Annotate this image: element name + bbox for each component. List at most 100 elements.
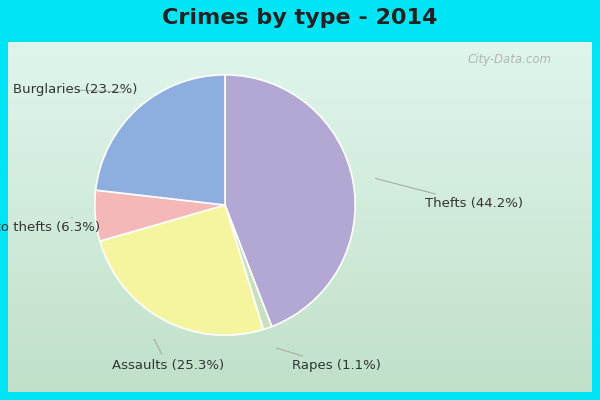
Bar bbox=[8, 186, 592, 189]
Bar bbox=[8, 116, 592, 119]
Bar bbox=[8, 203, 592, 206]
Bar bbox=[8, 102, 592, 105]
Bar bbox=[8, 105, 592, 108]
Text: Auto thefts (6.3%): Auto thefts (6.3%) bbox=[0, 218, 100, 234]
Bar bbox=[8, 108, 592, 112]
Bar bbox=[8, 308, 592, 312]
Bar bbox=[8, 273, 592, 276]
Bar bbox=[8, 94, 592, 98]
Bar bbox=[8, 238, 592, 242]
Bar bbox=[8, 378, 592, 382]
Bar bbox=[8, 312, 592, 315]
Bar bbox=[8, 304, 592, 308]
Bar bbox=[8, 252, 592, 256]
Bar bbox=[8, 294, 592, 298]
Bar bbox=[8, 350, 592, 354]
Bar bbox=[8, 301, 592, 304]
Bar bbox=[8, 182, 592, 186]
Bar bbox=[8, 77, 592, 80]
Bar bbox=[8, 172, 592, 175]
Bar bbox=[8, 360, 592, 364]
Wedge shape bbox=[225, 75, 355, 326]
Text: Thefts (44.2%): Thefts (44.2%) bbox=[376, 178, 523, 210]
Bar bbox=[8, 280, 592, 284]
Bar bbox=[8, 214, 592, 217]
Wedge shape bbox=[95, 190, 225, 241]
Bar bbox=[8, 298, 592, 301]
Bar bbox=[8, 192, 592, 196]
Wedge shape bbox=[225, 205, 272, 330]
Bar bbox=[8, 326, 592, 329]
Bar bbox=[8, 80, 592, 84]
Bar bbox=[8, 270, 592, 273]
Text: Burglaries (23.2%): Burglaries (23.2%) bbox=[13, 84, 137, 96]
Bar bbox=[8, 388, 592, 392]
Bar bbox=[8, 130, 592, 133]
Bar bbox=[8, 161, 592, 164]
Bar bbox=[8, 248, 592, 252]
Bar bbox=[8, 346, 592, 350]
Bar bbox=[8, 284, 592, 287]
Bar bbox=[8, 322, 592, 326]
Text: Crimes by type - 2014: Crimes by type - 2014 bbox=[163, 8, 437, 28]
Bar bbox=[8, 364, 592, 368]
Text: City-Data.com: City-Data.com bbox=[468, 54, 552, 66]
Bar bbox=[0, 0, 600, 42]
Wedge shape bbox=[95, 75, 225, 205]
Bar bbox=[8, 154, 592, 158]
Bar bbox=[8, 98, 592, 102]
Bar bbox=[8, 136, 592, 140]
Bar bbox=[8, 147, 592, 150]
Bar bbox=[8, 343, 592, 346]
Bar bbox=[8, 70, 592, 74]
Bar bbox=[8, 224, 592, 228]
Bar bbox=[8, 220, 592, 224]
Bar bbox=[8, 210, 592, 214]
Text: Rapes (1.1%): Rapes (1.1%) bbox=[277, 348, 380, 372]
Bar bbox=[8, 287, 592, 290]
Bar bbox=[8, 189, 592, 192]
Bar bbox=[8, 91, 592, 94]
Bar bbox=[8, 175, 592, 178]
Bar bbox=[8, 63, 592, 66]
Bar bbox=[8, 52, 592, 56]
Bar bbox=[8, 164, 592, 168]
Bar bbox=[8, 266, 592, 270]
Bar bbox=[8, 112, 592, 116]
Bar bbox=[8, 332, 592, 336]
Bar bbox=[8, 385, 592, 388]
Bar bbox=[8, 374, 592, 378]
Bar bbox=[8, 276, 592, 280]
Bar bbox=[8, 74, 592, 77]
Bar bbox=[8, 234, 592, 238]
Bar bbox=[8, 382, 592, 385]
Bar bbox=[8, 336, 592, 340]
Bar bbox=[8, 368, 592, 371]
Bar bbox=[8, 371, 592, 374]
Bar bbox=[8, 231, 592, 234]
Bar bbox=[8, 150, 592, 154]
Bar bbox=[8, 196, 592, 200]
Bar bbox=[8, 88, 592, 91]
Bar bbox=[8, 256, 592, 259]
Bar bbox=[8, 42, 592, 46]
Bar bbox=[8, 228, 592, 231]
Bar bbox=[8, 144, 592, 147]
Bar bbox=[8, 119, 592, 122]
Bar bbox=[8, 318, 592, 322]
Bar bbox=[8, 168, 592, 172]
Bar bbox=[8, 126, 592, 130]
Bar bbox=[8, 217, 592, 220]
Bar bbox=[8, 66, 592, 70]
Bar bbox=[8, 158, 592, 161]
Bar bbox=[8, 262, 592, 266]
Bar bbox=[8, 49, 592, 52]
Bar bbox=[8, 329, 592, 332]
Bar bbox=[8, 122, 592, 126]
Bar bbox=[8, 84, 592, 88]
Bar bbox=[8, 290, 592, 294]
Bar bbox=[8, 357, 592, 360]
Bar bbox=[8, 60, 592, 63]
Bar bbox=[8, 340, 592, 343]
Bar bbox=[8, 315, 592, 318]
